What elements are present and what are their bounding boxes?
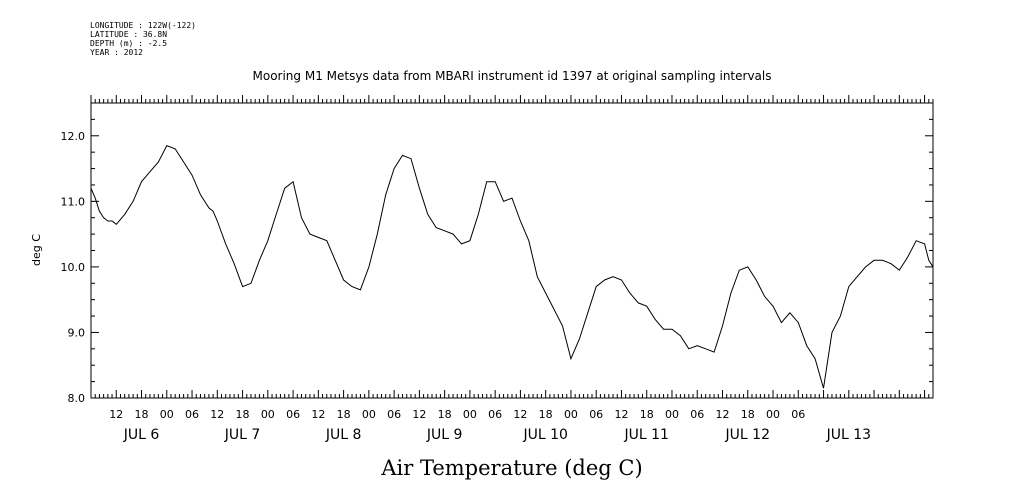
hour-tick-label: 00 bbox=[463, 408, 477, 421]
air-temperature-series-line bbox=[90, 144, 934, 389]
hour-tick-label: 06 bbox=[185, 408, 199, 421]
x-axis-label: Air Temperature (deg C) bbox=[380, 456, 642, 480]
hour-tick-label: 18 bbox=[539, 408, 553, 421]
hour-tick-label: 00 bbox=[665, 408, 679, 421]
hour-tick-label: 00 bbox=[564, 408, 578, 421]
metadata-block: LONGITUDE : 122W(-122) LATITUDE : 36.8N … bbox=[90, 21, 196, 57]
day-label: JUL 6 bbox=[123, 427, 160, 443]
hour-tick-label: 12 bbox=[210, 408, 224, 421]
plot-frame bbox=[90, 102, 934, 399]
hour-tick-label: 06 bbox=[589, 408, 603, 421]
hour-tick-label: 06 bbox=[488, 408, 502, 421]
y-tick-label: 10.0 bbox=[61, 261, 86, 274]
latitude-text: LATITUDE : 36.8N bbox=[90, 30, 168, 39]
hour-tick-label: 12 bbox=[716, 408, 730, 421]
hour-tick-label: 00 bbox=[160, 408, 174, 421]
y-tick-label: 8.0 bbox=[68, 392, 86, 405]
hour-tick-label: 18 bbox=[135, 408, 149, 421]
y-tick-label: 11.0 bbox=[61, 195, 86, 208]
hour-tick-label: 12 bbox=[109, 408, 123, 421]
hour-tick-label: 00 bbox=[261, 408, 275, 421]
day-label: JUL 11 bbox=[623, 427, 668, 443]
hour-tick-label: 06 bbox=[791, 408, 805, 421]
hour-tick-label: 18 bbox=[337, 408, 351, 421]
day-label: JUL 10 bbox=[522, 427, 567, 443]
hour-tick-label: 18 bbox=[438, 408, 452, 421]
hour-tick-label: 06 bbox=[387, 408, 401, 421]
hour-tick-label: 12 bbox=[412, 408, 426, 421]
hour-tick-label: 00 bbox=[766, 408, 780, 421]
hour-tick-label: 12 bbox=[311, 408, 325, 421]
day-label: JUL 12 bbox=[725, 427, 770, 443]
hour-tick-label: 12 bbox=[614, 408, 628, 421]
y-tick-label: 12.0 bbox=[61, 130, 86, 143]
day-label: JUL 7 bbox=[224, 427, 261, 443]
hour-tick-label: 12 bbox=[513, 408, 527, 421]
chart-title: Mooring M1 Metsys data from MBARI instru… bbox=[253, 69, 772, 83]
year-text: YEAR : 2012 bbox=[90, 48, 143, 57]
x-axis: 12 18 00 06 12 18 00 06 12 18 00 06 12 18 00 06 12 18 00 06… bbox=[90, 95, 934, 443]
hour-tick-label: 06 bbox=[286, 408, 300, 421]
y-tick-label: 9.0 bbox=[68, 326, 86, 339]
hour-tick-label: 18 bbox=[741, 408, 755, 421]
y-axis-label: deg C bbox=[30, 234, 43, 266]
hour-tick-label: 18 bbox=[640, 408, 654, 421]
y-axis: 8.0 9.0 10.0 11.0 12.0 bbox=[61, 102, 933, 405]
longitude-text: LONGITUDE : 122W(-122) bbox=[90, 21, 196, 30]
day-label: JUL 8 bbox=[325, 427, 362, 443]
hour-tick-label: 18 bbox=[236, 408, 250, 421]
hour-tick-label: 00 bbox=[362, 408, 376, 421]
day-label: JUL 13 bbox=[826, 427, 871, 443]
hour-tick-label: 06 bbox=[690, 408, 704, 421]
depth-text: DEPTH (m) : -2.5 bbox=[90, 39, 168, 48]
day-label: JUL 9 bbox=[426, 427, 463, 443]
